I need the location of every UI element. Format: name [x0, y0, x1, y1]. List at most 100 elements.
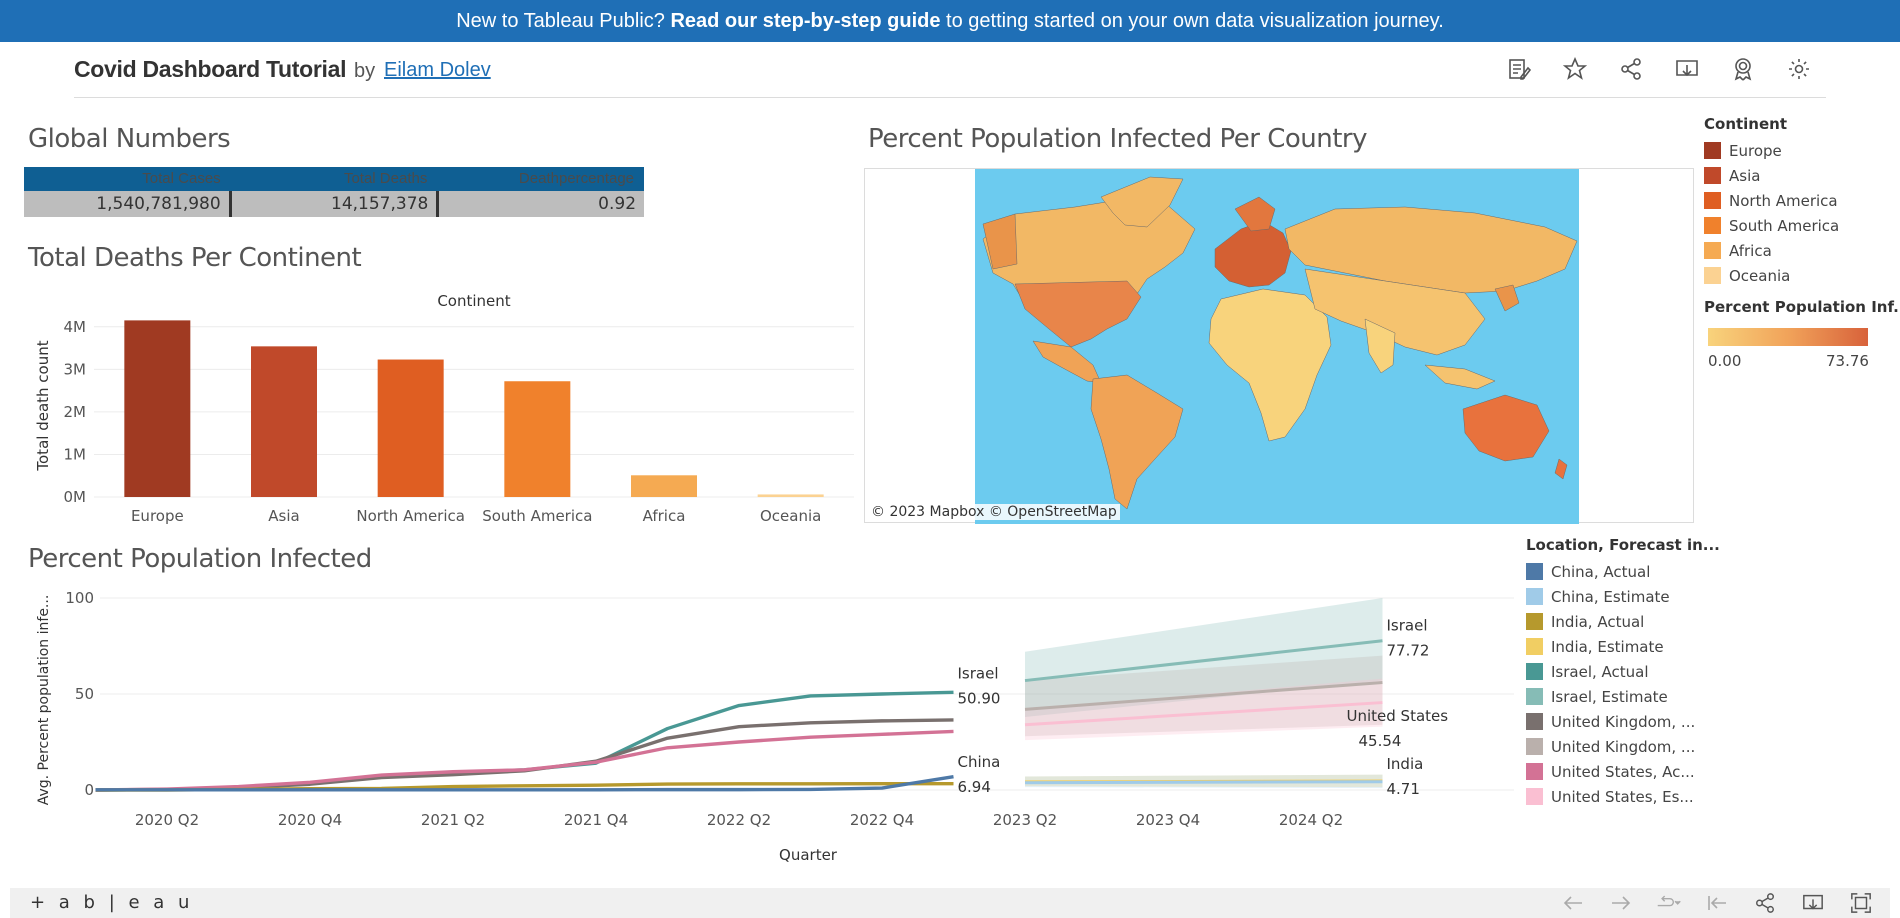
- line-chart-title: Percent Population Infected: [28, 544, 372, 574]
- map-japan[interactable]: [1494, 284, 1520, 312]
- annotation-value: 45.54: [1359, 732, 1402, 750]
- annotation-label: India: [1387, 755, 1424, 773]
- map-australia[interactable]: [1462, 394, 1550, 462]
- location-legend-label: India, Estimate: [1551, 637, 1664, 656]
- map-africa[interactable]: [1208, 288, 1332, 442]
- bar-asia[interactable]: [251, 346, 317, 497]
- line-x-tick: 2021 Q4: [564, 811, 628, 829]
- series-line[interactable]: [95, 718, 954, 792]
- tableau-logo[interactable]: + a b | e a u: [30, 892, 194, 913]
- location-legend-item[interactable]: United Kingdom, ...: [1526, 709, 1720, 734]
- forecast-line[interactable]: [1024, 701, 1383, 727]
- bar-africa[interactable]: [631, 475, 697, 497]
- map-south-america[interactable]: [1090, 374, 1184, 510]
- annotation-value: 6.94: [958, 778, 991, 796]
- location-legend-item[interactable]: United States, Ac...: [1526, 759, 1720, 784]
- location-legend-item[interactable]: United States, Es...: [1526, 784, 1720, 809]
- global-numbers-row[interactable]: 1,540,781,980 14,157,378 0.92: [24, 191, 644, 217]
- location-legend-item[interactable]: India, Actual: [1526, 609, 1720, 634]
- map-frame[interactable]: [864, 168, 1695, 524]
- forecast-band: [1025, 598, 1383, 718]
- col-total-deaths: Total Deaths: [343, 170, 428, 187]
- bar-y-tick: 3M: [64, 360, 87, 378]
- map-usa[interactable]: [1014, 280, 1142, 348]
- continent-legend-item[interactable]: Africa: [1704, 238, 1839, 263]
- reset-icon[interactable]: [1704, 891, 1730, 915]
- line-x-tick: 2023 Q2: [993, 811, 1057, 829]
- map-india[interactable]: [1364, 318, 1396, 374]
- bar-x-tick: Europe: [131, 507, 184, 525]
- bar-x-tick: North America: [356, 507, 465, 525]
- undo-icon[interactable]: [1560, 891, 1586, 915]
- deaths-bar-chart[interactable]: Continent Total death count 0M 1M 2M 3M 4M Euro…: [24, 284, 860, 528]
- location-legend: Location, Forecast in... China, Actual Ch…: [1526, 536, 1720, 809]
- map-new-zealand[interactable]: [1554, 458, 1568, 480]
- continent-legend-label: South America: [1729, 216, 1840, 235]
- deaths-chart-title: Total Deaths Per Continent: [28, 243, 362, 273]
- continent-legend-item[interactable]: Europe: [1704, 138, 1839, 163]
- banner-prefix: New to Tableau Public?: [456, 9, 665, 32]
- map-title: Percent Population Infected Per Country: [868, 124, 1368, 154]
- location-legend-swatch: [1526, 588, 1543, 605]
- bar-north-america[interactable]: [377, 359, 444, 497]
- map-greenland[interactable]: [1100, 176, 1184, 228]
- author-link[interactable]: Eilam Dolev: [384, 59, 491, 81]
- continent-legend-item[interactable]: South America: [1704, 213, 1839, 238]
- revert-icon[interactable]: [1656, 891, 1682, 915]
- location-legend-label: United Kingdom, ...: [1551, 737, 1696, 756]
- continent-legend-swatch: [1704, 142, 1721, 159]
- forecast-line[interactable]: [1024, 680, 1383, 711]
- map-asia[interactable]: [1304, 268, 1486, 356]
- award-icon[interactable]: [1730, 56, 1756, 82]
- star-icon[interactable]: [1562, 56, 1588, 82]
- location-legend-item[interactable]: China, Estimate: [1526, 584, 1720, 609]
- footer-share-icon[interactable]: [1752, 891, 1778, 915]
- value-total-cases: 1,540,781,980: [24, 191, 232, 217]
- location-legend-item[interactable]: Israel, Estimate: [1526, 684, 1720, 709]
- map-scandinavia[interactable]: [1234, 196, 1276, 232]
- settings-icon[interactable]: [1786, 56, 1812, 82]
- continent-legend-label: Asia: [1729, 166, 1761, 185]
- edit-copy-icon[interactable]: [1506, 56, 1532, 82]
- bar-y-tick: 1M: [64, 445, 87, 463]
- bar-x-tick: Asia: [268, 507, 299, 525]
- fullscreen-icon[interactable]: [1848, 891, 1874, 915]
- line-x-tick: 2024 Q2: [1279, 811, 1343, 829]
- location-legend-swatch: [1526, 613, 1543, 630]
- bar-europe[interactable]: [124, 320, 191, 497]
- continent-legend-swatch: [1704, 267, 1721, 284]
- forecast-line[interactable]: [1024, 639, 1383, 683]
- bar-oceania[interactable]: [757, 494, 824, 497]
- continent-legend-item[interactable]: North America: [1704, 188, 1839, 213]
- gradient-min: 0.00: [1708, 352, 1742, 370]
- download-icon[interactable]: [1674, 56, 1700, 82]
- redo-icon[interactable]: [1608, 891, 1634, 915]
- location-legend-item[interactable]: China, Actual: [1526, 559, 1720, 584]
- share-icon[interactable]: [1618, 56, 1644, 82]
- bar-x-title: Continent: [437, 292, 510, 310]
- continent-legend-label: Africa: [1729, 241, 1772, 260]
- banner-guide-link[interactable]: Read our step-by-step guide: [670, 9, 941, 32]
- location-legend-item[interactable]: United Kingdom, ...: [1526, 734, 1720, 759]
- continent-legend-swatch: [1704, 217, 1721, 234]
- map-russia[interactable]: [1284, 206, 1578, 294]
- series-line[interactable]: [95, 774, 954, 792]
- bar-x-tick: South America: [482, 507, 592, 525]
- map-credit[interactable]: © 2023 Mapbox © OpenStreetMap: [868, 504, 1120, 520]
- line-y-tick: 0: [84, 781, 94, 799]
- bar-south-america[interactable]: [504, 381, 571, 497]
- continent-legend-item[interactable]: Oceania: [1704, 263, 1839, 288]
- world-map[interactable]: [865, 169, 1695, 524]
- infected-line-chart[interactable]: 0 50 100 Avg. Percent population infe... 202…: [24, 580, 1518, 880]
- gradient-max: 73.76: [1826, 352, 1869, 370]
- continent-legend-item[interactable]: Asia: [1704, 163, 1839, 188]
- location-legend-item[interactable]: Israel, Actual: [1526, 659, 1720, 684]
- map-indonesia[interactable]: [1424, 364, 1496, 390]
- location-legend-swatch: [1526, 788, 1543, 805]
- forecast-line[interactable]: [1024, 780, 1383, 785]
- footer-download-icon[interactable]: [1800, 891, 1826, 915]
- location-legend-item[interactable]: India, Estimate: [1526, 634, 1720, 659]
- series-line[interactable]: [95, 729, 954, 792]
- series-line[interactable]: [95, 690, 954, 792]
- map-alaska[interactable]: [982, 213, 1018, 270]
